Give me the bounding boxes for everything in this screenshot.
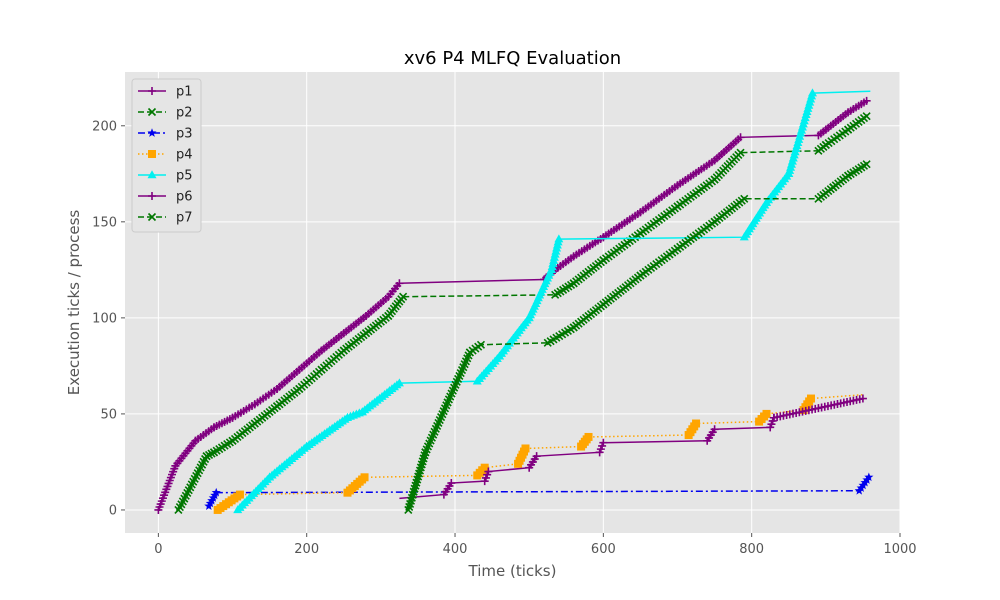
data-point-p7 (740, 194, 749, 203)
data-point-p4 (692, 419, 701, 428)
series-layer (154, 88, 874, 515)
plot-background (125, 72, 900, 533)
data-point-p4 (807, 394, 816, 403)
y-tick-label: 0 (109, 503, 117, 518)
data-point-p3 (211, 487, 221, 497)
legend-label: p6 (176, 190, 193, 205)
legend-label: p5 (176, 169, 193, 184)
data-point-p2 (862, 112, 871, 121)
data-point-p6 (532, 452, 541, 461)
x-tick-label: 400 (443, 542, 468, 557)
y-axis-title: Execution ticks / process (65, 210, 83, 396)
legend-box (131, 78, 202, 233)
series-p3 (204, 472, 874, 510)
legend-label: p3 (176, 127, 193, 142)
legend-item-p3: p3 (138, 127, 193, 142)
legend-item-p2: p2 (138, 106, 193, 121)
data-point-p6 (447, 479, 456, 488)
data-point-p2 (399, 292, 408, 301)
y-tick-label: 50 (100, 407, 117, 422)
grid (125, 72, 901, 533)
data-point-p4 (480, 463, 489, 472)
data-point-p6 (710, 425, 719, 434)
y-tick-label: 200 (92, 119, 117, 134)
legend-item-p1: p1 (138, 85, 193, 100)
legend-label: p4 (176, 148, 193, 163)
y-tick-label: 150 (92, 215, 117, 230)
series-p4 (213, 393, 863, 514)
ticks: 0 200 400 600 800 1000 0 50 100 150 200 (92, 119, 916, 557)
data-point-p4 (360, 473, 369, 482)
legend-marker (147, 128, 157, 137)
data-point-p4 (584, 432, 593, 441)
legend-item-p5: p5 (138, 169, 193, 184)
legend-label: p2 (176, 106, 193, 121)
x-tick-label: 200 (294, 542, 319, 557)
data-point-p5 (807, 88, 817, 97)
data-point-p5 (554, 234, 564, 243)
y-tick-label: 100 (92, 311, 117, 326)
data-point-p4 (235, 490, 244, 499)
x-tick-label: 800 (739, 542, 764, 557)
legend-marker (148, 192, 156, 200)
chart-title: xv6 P4 MLFQ Evaluation (404, 48, 621, 69)
data-point-p1 (395, 279, 404, 288)
x-tick-label: 600 (591, 542, 616, 557)
legend-item-p6: p6 (138, 190, 193, 205)
legend-item-p7: p7 (138, 211, 193, 226)
data-point-p7 (476, 340, 486, 349)
data-point-p1 (862, 96, 871, 105)
legend-marker (148, 87, 156, 95)
data-point-p4 (521, 444, 530, 453)
x-tick-label: 1000 (883, 542, 916, 557)
legend-marker (147, 107, 157, 117)
data-point-p3 (864, 472, 874, 482)
legend-label: p1 (176, 85, 193, 100)
data-point-p5 (394, 378, 404, 387)
legend-marker (147, 212, 157, 222)
data-point-p2 (736, 148, 745, 157)
data-point-p7 (862, 160, 871, 169)
legend-marker (148, 150, 156, 158)
x-axis-title: Time (ticks) (468, 562, 557, 580)
data-point-p1 (736, 133, 745, 142)
data-point-p6 (858, 394, 867, 403)
legend-label: p7 (176, 211, 193, 226)
x-tick-label: 0 (154, 542, 162, 557)
data-point-p6 (599, 438, 608, 447)
series-line-p6 (399, 397, 864, 500)
series-p2 (174, 112, 871, 515)
legend-marker (147, 170, 157, 179)
legend-item-p4: p4 (138, 148, 193, 163)
legend: p1 p2 p3 p4 p5 p6 p7 (131, 78, 202, 233)
series-p7 (404, 160, 871, 515)
series-p5 (233, 88, 871, 514)
data-point-p4 (762, 409, 771, 418)
data-point-p6 (484, 467, 493, 476)
series-p6 (399, 394, 867, 500)
